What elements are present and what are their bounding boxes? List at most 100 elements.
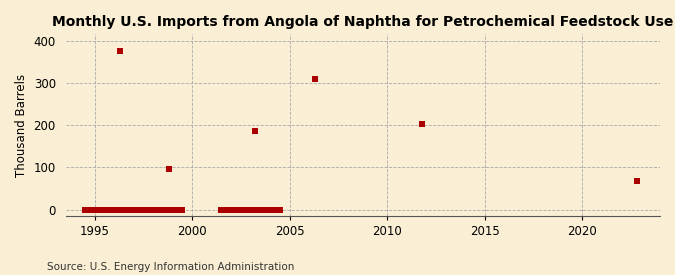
Point [253,207,264,212]
Point [80,207,90,212]
Point [161,207,171,212]
Point [165,207,176,212]
Point [250,207,261,212]
Point [173,207,184,212]
Point [99,207,110,212]
Point [157,207,168,212]
Point [271,207,282,212]
Point [124,207,135,212]
Point [216,207,227,212]
Point [95,207,105,212]
Point [139,207,150,212]
Point [90,207,101,212]
Point [109,207,120,212]
Point [163,166,174,171]
Point [223,207,234,212]
Point [249,129,260,134]
Point [121,207,132,212]
Point [221,207,232,212]
Point [132,207,143,212]
Point [83,207,94,212]
Point [105,207,115,212]
Point [96,207,107,212]
Point [251,207,262,212]
Y-axis label: Thousand Barrels: Thousand Barrels [15,74,28,177]
Point [81,207,92,212]
Point [273,207,284,212]
Point [98,207,109,212]
Point [238,207,248,212]
Point [88,207,99,212]
Point [126,207,136,212]
Text: Source: U.S. Energy Information Administration: Source: U.S. Energy Information Administ… [47,262,294,272]
Point [240,207,250,212]
Point [248,207,259,212]
Point [144,207,155,212]
Point [119,207,130,212]
Point [140,207,151,212]
Point [159,207,169,212]
Point [259,207,270,212]
Point [231,207,242,212]
Point [226,207,237,212]
Point [149,207,160,212]
Point [233,207,244,212]
Point [310,76,321,81]
Point [177,207,188,212]
Point [219,207,230,212]
Point [101,207,112,212]
Point [91,207,102,212]
Point [230,207,240,212]
Point [268,207,279,212]
Point [136,207,146,212]
Point [169,207,180,212]
Point [129,207,140,212]
Point [263,207,273,212]
Point [218,207,229,212]
Point [108,207,119,212]
Point [227,207,238,212]
Point [123,207,134,212]
Point [176,207,186,212]
Point [147,207,158,212]
Point [134,207,145,212]
Point [234,207,245,212]
Point [266,207,277,212]
Point [142,207,153,212]
Point [151,207,161,212]
Point [103,207,113,212]
Point [416,122,427,126]
Point [146,207,157,212]
Point [269,207,280,212]
Point [162,207,173,212]
Point [261,207,272,212]
Point [113,207,124,212]
Point [156,207,167,212]
Point [93,207,104,212]
Point [154,207,165,212]
Point [114,207,125,212]
Point [243,207,254,212]
Point [275,207,286,212]
Point [254,207,265,212]
Point [236,207,247,212]
Point [246,207,257,212]
Point [631,179,642,183]
Point [172,207,183,212]
Point [131,207,142,212]
Title: Monthly U.S. Imports from Angola of Naphtha for Petrochemical Feedstock Use: Monthly U.S. Imports from Angola of Naph… [52,15,674,29]
Point [115,49,126,53]
Point [244,207,255,212]
Point [111,207,122,212]
Point [86,207,97,212]
Point [84,207,95,212]
Point [256,207,267,212]
Point [164,207,175,212]
Point [128,207,138,212]
Point [241,207,252,212]
Point [116,207,127,212]
Point [117,207,128,212]
Point [224,207,235,212]
Point [258,207,269,212]
Point [265,207,275,212]
